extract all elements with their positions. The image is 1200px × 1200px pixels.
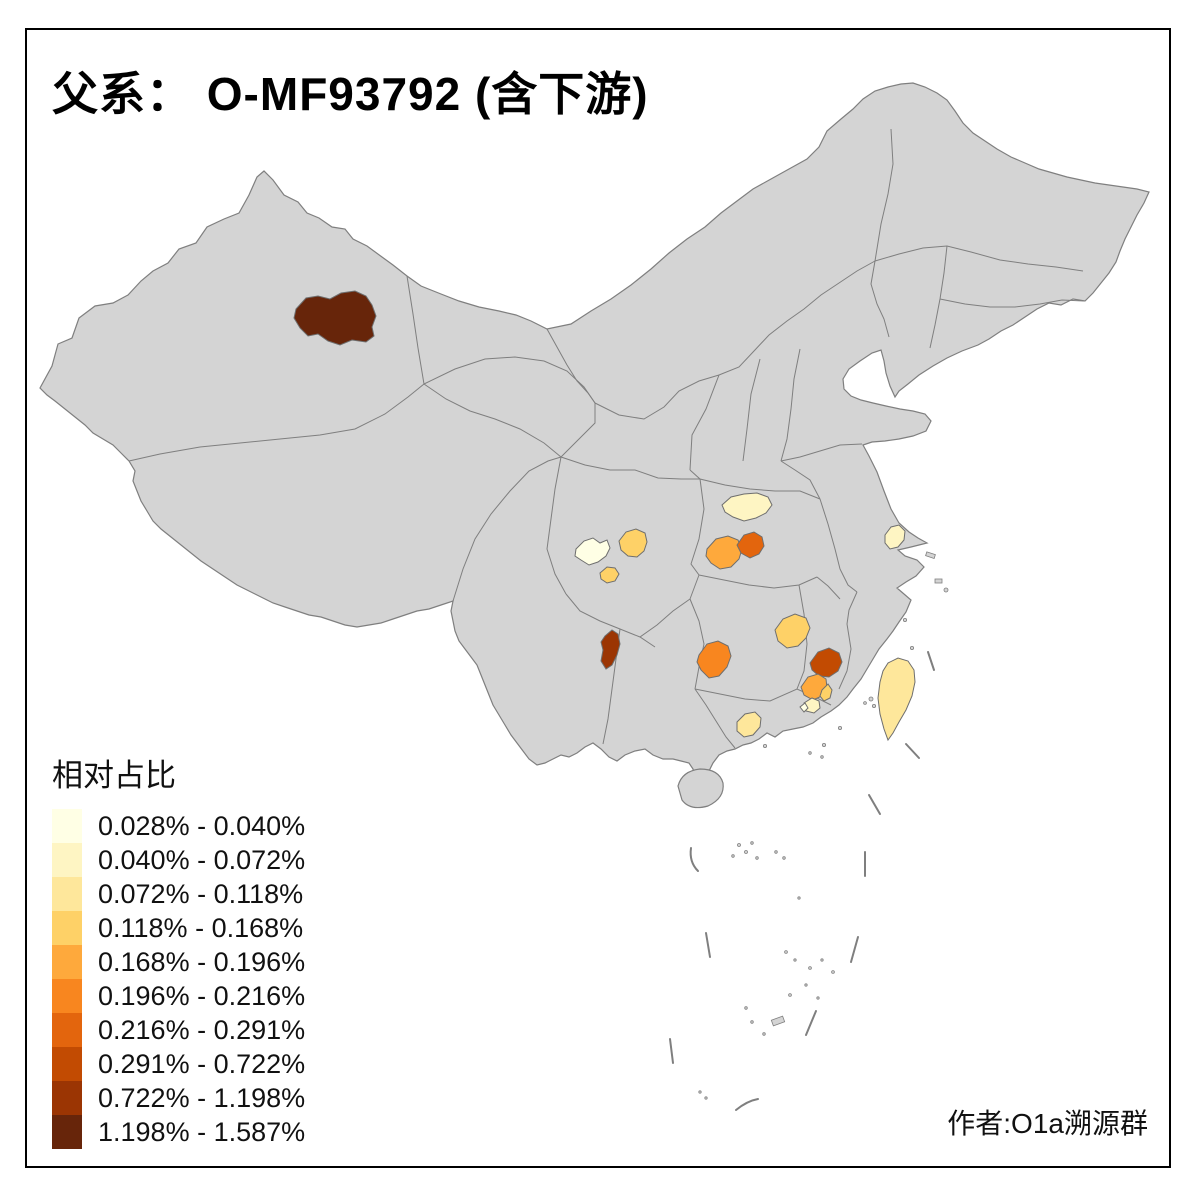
legend-label-10: 1.198% - 1.587% <box>98 1116 306 1147</box>
sichuan-south-small-region <box>599 566 620 584</box>
nine-dash-line <box>669 651 935 1111</box>
legend-label-5: 0.168% - 0.196% <box>98 946 306 977</box>
guangdong-chaoshan-region <box>803 697 821 714</box>
sichuan-west-region <box>574 537 611 566</box>
legend-row-6: 0.196% - 0.216% <box>52 979 305 1013</box>
legend-row-9: 0.722% - 1.198% <box>52 1081 305 1115</box>
legend-swatch-10 <box>52 1115 82 1149</box>
map-legend: 相对占比 0.028% - 0.040% 0.040% - 0.072% 0.072… <box>52 750 305 1149</box>
legend-swatch-2 <box>52 843 82 877</box>
attribution-text: 作者:O1a溯源群 <box>947 1108 1148 1139</box>
sichuan-central-region <box>618 528 648 558</box>
legend-row-7: 0.216% - 0.291% <box>52 1013 305 1047</box>
hubei-west-region <box>705 535 743 570</box>
legend-swatch-1 <box>52 809 82 843</box>
legend-row-10: 1.198% - 1.587% <box>52 1115 305 1149</box>
hunan-west-region <box>696 640 732 679</box>
legend-label-6: 0.196% - 0.216% <box>98 980 306 1011</box>
hainan-island <box>677 768 724 809</box>
taiwan-region <box>877 657 916 742</box>
hunan-east-region <box>774 613 811 649</box>
mainland-outline <box>39 82 1150 791</box>
mainland-landmass <box>39 82 1150 809</box>
legend-label-3: 0.072% - 0.118% <box>98 878 304 909</box>
legend-label-9: 0.722% - 1.198% <box>98 1082 306 1113</box>
legend-swatch-8 <box>52 1047 82 1081</box>
legend-swatch-7 <box>52 1013 82 1047</box>
legend-swatch-6 <box>52 979 82 1013</box>
legend-row-8: 0.291% - 0.722% <box>52 1047 305 1081</box>
legend-title: 相对占比 <box>52 758 176 793</box>
legend-row-1: 0.028% - 0.040% <box>52 809 305 843</box>
hubei-northwest-region <box>721 492 773 522</box>
guangdong-chaoshan-small <box>799 702 809 713</box>
legend-label-4: 0.118% - 0.168% <box>98 912 304 943</box>
guangdong-east-sliver <box>819 683 833 702</box>
legend-label-7: 0.216% - 0.291% <box>98 1014 306 1045</box>
jiangsu-south-region <box>884 524 906 550</box>
island-specks <box>698 551 949 1100</box>
page-title: 父系： O-MF93792 (含下游) <box>52 68 649 120</box>
legend-swatch-3 <box>52 877 82 911</box>
guangdong-west-region <box>736 711 762 738</box>
legend-row-4: 0.118% - 0.168% <box>52 911 305 945</box>
yunnan-northeast-region <box>600 629 621 670</box>
xinjiang-north-region <box>293 290 377 346</box>
legend-rows: 0.028% - 0.040% 0.040% - 0.072% 0.072% - 0… <box>52 809 305 1149</box>
legend-row-5: 0.168% - 0.196% <box>52 945 305 979</box>
fujian-west-region <box>809 647 843 678</box>
legend-label-8: 0.291% - 0.722% <box>98 1048 306 1079</box>
legend-row-2: 0.040% - 0.072% <box>52 843 305 877</box>
choropleth-regions <box>293 290 916 742</box>
legend-label-1: 0.028% - 0.040% <box>98 810 306 841</box>
legend-swatch-5 <box>52 945 82 979</box>
legend-swatch-9 <box>52 1081 82 1115</box>
legend-label-2: 0.040% - 0.072% <box>98 844 306 875</box>
hubei-central-region <box>736 531 765 559</box>
legend-swatch-4 <box>52 911 82 945</box>
legend-row-3: 0.072% - 0.118% <box>52 877 305 911</box>
